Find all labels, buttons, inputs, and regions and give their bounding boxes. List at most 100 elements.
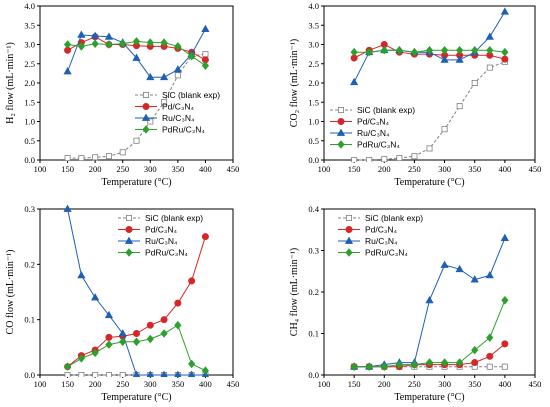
x-tick-label: 250 [116,164,129,174]
data-point [500,233,509,241]
data-point [440,260,449,268]
x-axis-title: Temperature (°C) [394,177,464,188]
legend-entry: Ru/C₃N₄ [145,236,178,246]
x-tick-label: 250 [408,379,421,389]
x-tick-label: 350 [171,164,184,174]
data-point [486,46,494,55]
data-point [147,118,154,125]
data-point [105,371,112,377]
data-point [91,293,100,301]
x-tick-label: 300 [438,164,451,174]
data-point [456,103,463,110]
data-point [174,299,182,307]
data-point [104,310,114,319]
legend-entry: PdRu/C₃N₄ [357,140,400,150]
y-tick-label: 1.5 [24,97,35,107]
data-point [174,72,181,79]
data-point [119,337,127,347]
data-point [395,360,403,369]
legend-marker [142,103,150,111]
legend-entry: Pd/C₃N₄ [365,225,397,235]
data-point [410,360,419,369]
data-point [500,7,509,15]
y-tick-label: 0.5 [24,136,35,146]
data-point [133,137,140,144]
y-tick-label: 4.0 [24,1,35,11]
data-point [395,46,403,55]
data-point [104,32,114,40]
x-tick-label: 200 [89,379,102,389]
data-point [91,39,99,48]
data-point [188,370,196,377]
x-tick-label: 200 [378,379,391,389]
data-point [63,362,72,371]
data-point [425,46,434,55]
data-point [161,99,168,106]
legend-entry: SiC (blank exp) [145,213,203,223]
y-tick-label: 2.0 [24,78,35,88]
data-point [78,371,85,377]
x-tick-label: 100 [34,164,47,174]
data-point [380,46,388,55]
data-point [441,126,448,133]
y-tick-label: 0.0 [24,155,35,165]
y-tick-label: 0.3 [308,246,319,256]
y-axis-title: H₂ flow (mL·min⁻¹) [5,42,16,124]
data-point [188,51,196,61]
x-axis-title: Temperature (°C) [101,177,171,188]
x-tick-label: 200 [378,164,391,174]
y-tick-label: 0.2 [308,287,319,297]
legend-marker [344,236,354,244]
data-point [456,46,464,55]
y-tick-label: 2.5 [24,59,35,69]
legend-entry: Pd/C₃N₄ [162,102,194,112]
legend-marker [142,125,150,134]
x-tick-label: 150 [61,164,74,174]
data-point [77,270,86,279]
data-point [64,371,71,377]
chart-panel-3: 100 150 200 250 300 350 400 450 0.0 0.1 0.2 0.3 Temp… [5,204,239,403]
legend-entry: SiC (blank exp) [365,213,423,223]
x-tick-label: 350 [468,164,481,174]
x-tick-label: 150 [348,379,361,389]
data-point [77,354,85,363]
y-tick-label: 2.5 [308,59,319,69]
data-point [160,38,168,47]
data-point [501,47,509,57]
data-point [201,24,210,33]
data-point [366,156,373,162]
legend-marker [125,248,133,257]
data-point [146,334,154,344]
data-point [201,233,209,241]
data-point [411,153,418,160]
plot-frame [323,208,536,376]
y-axis-title: CH₄ flow (mL·min⁻¹) [289,248,300,336]
data-point [486,333,494,342]
legend-marker [125,226,133,234]
y-tick-label: 0.1 [24,315,35,325]
y-tick-label: 0.3 [24,204,35,214]
y-tick-label: 0.5 [308,136,319,146]
data-point [63,67,72,75]
x-tick-label: 350 [171,379,184,389]
data-point [501,340,509,348]
data-point [160,329,168,338]
data-point [105,340,113,349]
x-tick-label: 350 [468,379,481,389]
data-point [188,359,196,369]
x-tick-label: 450 [529,379,542,389]
data-point [146,321,154,329]
data-point [119,371,126,377]
y-tick-label: 3.5 [24,20,35,30]
data-point [173,65,182,73]
series-4 [350,296,509,371]
x-tick-label: 100 [318,379,331,389]
x-tick-label: 300 [438,379,451,389]
x-tick-label: 450 [227,379,240,389]
series-4 [63,320,210,375]
data-point [501,363,508,370]
x-tick-label: 450 [529,164,542,174]
data-point [380,362,388,371]
